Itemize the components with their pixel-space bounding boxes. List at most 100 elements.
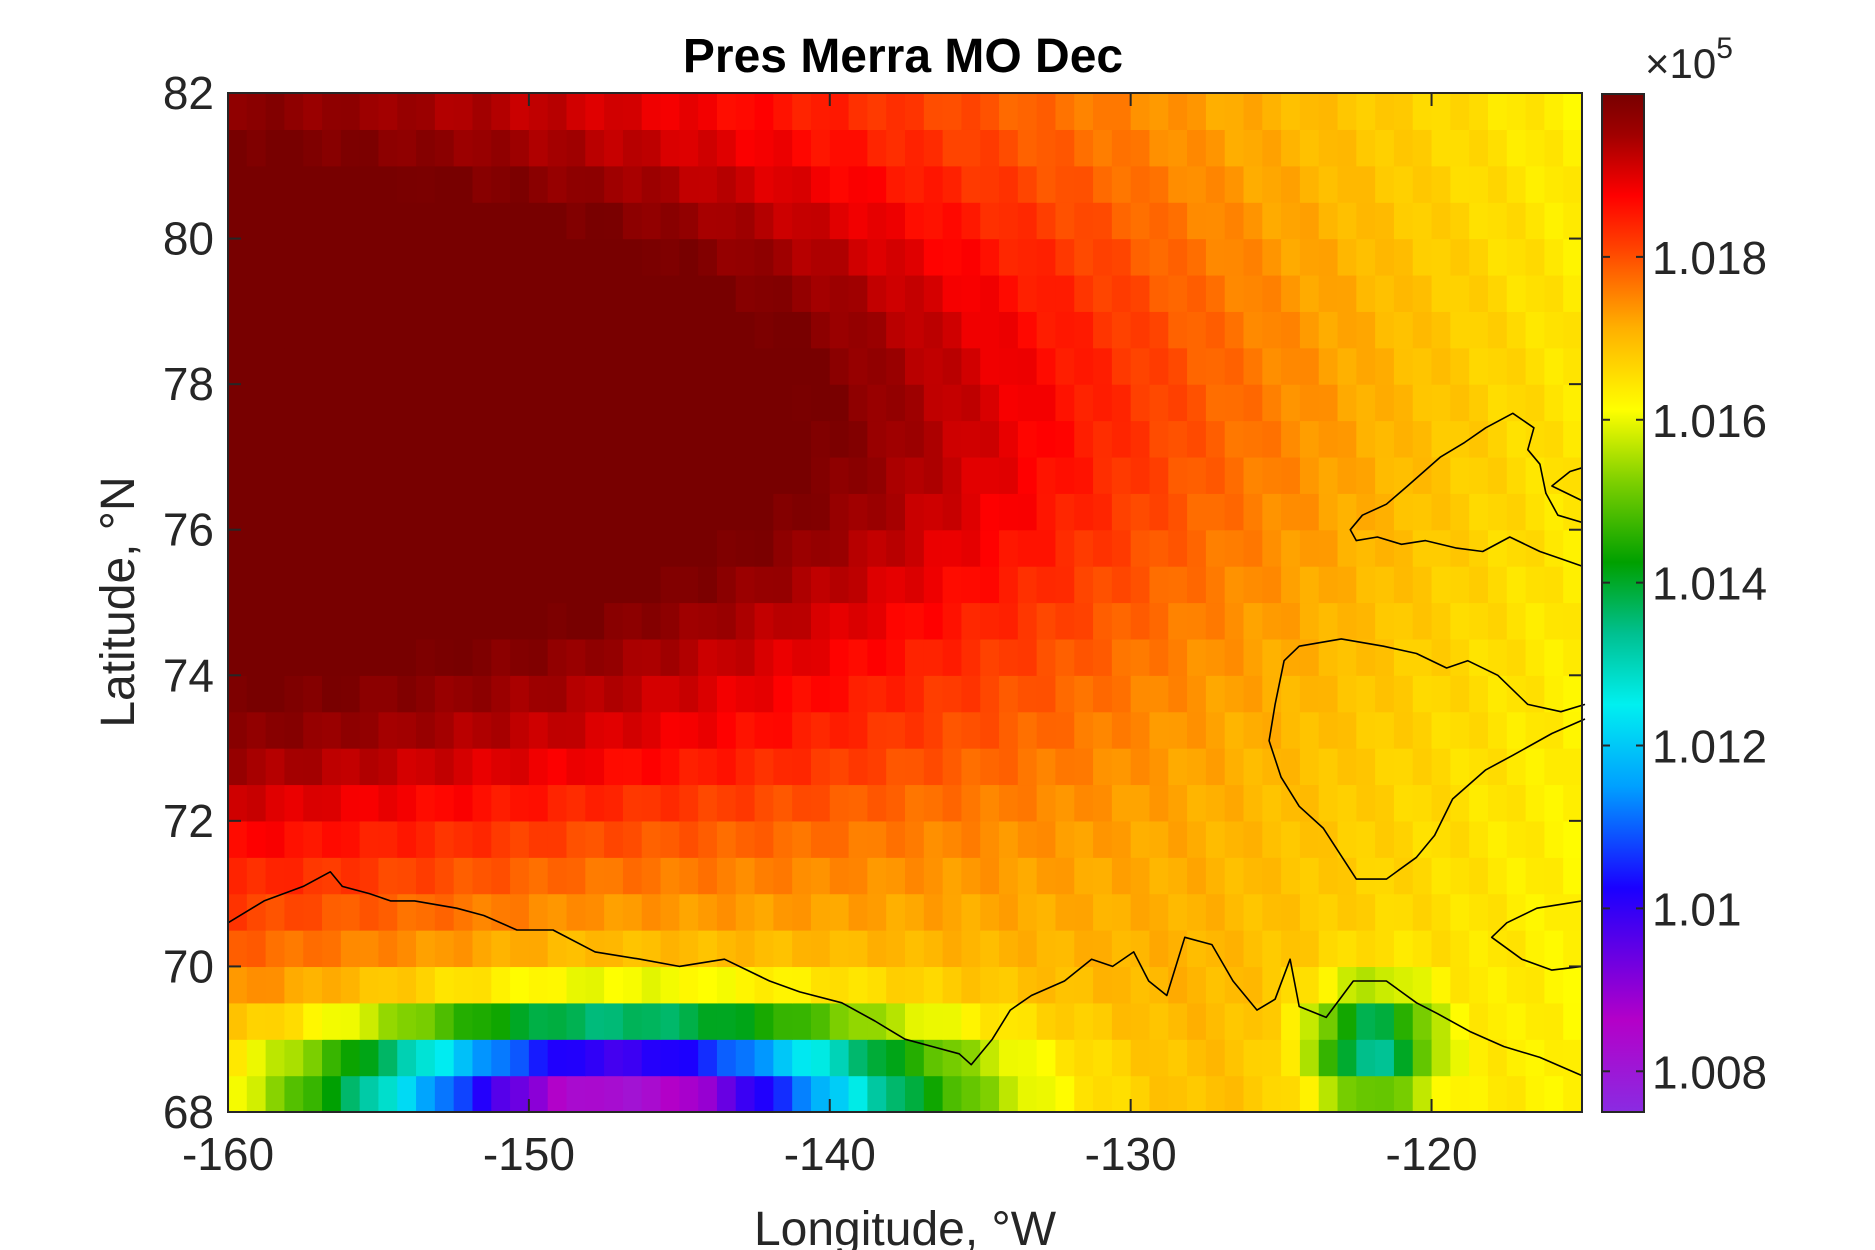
heatmap-cell <box>1525 675 1545 713</box>
heatmap-cell <box>359 1039 380 1077</box>
heatmap-cell <box>1356 165 1376 203</box>
heatmap-cell <box>246 1075 267 1113</box>
heatmap-cell <box>1299 311 1320 349</box>
heatmap-cell <box>1337 602 1357 640</box>
heatmap-cell <box>284 602 304 640</box>
heatmap-cell <box>1055 238 1075 276</box>
heatmap-cell <box>848 456 868 494</box>
heatmap-cell <box>622 420 643 458</box>
heatmap-cell <box>322 1002 342 1040</box>
heatmap-cell <box>416 347 436 385</box>
heatmap-cell <box>1544 1075 1564 1113</box>
heatmap-cell <box>1412 711 1433 749</box>
heatmap-cell <box>754 675 774 713</box>
heatmap-cell <box>1262 311 1282 349</box>
heatmap-cell <box>622 930 643 968</box>
heatmap-cell <box>1563 566 1583 604</box>
heatmap-cell <box>905 638 925 676</box>
heatmap-cell <box>1469 784 1489 822</box>
heatmap-cell <box>1243 930 1263 968</box>
heatmap-cell <box>246 274 267 312</box>
heatmap-cell <box>1393 529 1414 567</box>
heatmap-cell <box>1487 566 1508 604</box>
heatmap-cell <box>754 93 774 130</box>
heatmap-cell <box>528 1002 549 1040</box>
heatmap-cell <box>416 1002 436 1040</box>
heatmap-cell <box>1356 1075 1376 1113</box>
heatmap-cell <box>1093 675 1113 713</box>
heatmap-cell <box>322 93 342 130</box>
heatmap-cell <box>1393 274 1414 312</box>
heatmap-cell <box>942 675 963 713</box>
heatmap-cell <box>886 893 906 931</box>
heatmap-cell <box>1036 238 1057 276</box>
heatmap-cell <box>886 1075 906 1113</box>
heatmap-cell <box>228 238 248 276</box>
heatmap-cell <box>1224 784 1245 822</box>
heatmap-cell <box>453 493 474 531</box>
heatmap-cell <box>1337 748 1357 786</box>
heatmap-cell <box>773 493 793 531</box>
heatmap-cell <box>228 638 248 676</box>
heatmap-cell <box>942 129 963 167</box>
heatmap-cell <box>246 420 267 458</box>
heatmap-cell <box>829 857 850 895</box>
heatmap-cell <box>1337 456 1357 494</box>
heatmap-cell <box>265 857 286 895</box>
heatmap-cell <box>942 311 963 349</box>
heatmap-cell <box>1544 202 1564 240</box>
heatmap-cell <box>716 748 737 786</box>
heatmap-cell <box>1149 566 1169 604</box>
heatmap-cell <box>265 202 286 240</box>
heatmap-cell <box>810 602 831 640</box>
heatmap-cell <box>1036 1039 1057 1077</box>
heatmap-cell <box>754 857 774 895</box>
heatmap-cell <box>284 675 304 713</box>
heatmap-cell <box>716 602 737 640</box>
heatmap-cell <box>1525 1075 1545 1113</box>
heatmap-cell <box>1393 930 1414 968</box>
heatmap-cell <box>867 493 887 531</box>
heatmap-cell <box>265 966 286 1004</box>
heatmap-cell <box>416 966 436 1004</box>
heatmap-cell <box>1375 566 1395 604</box>
heatmap-cell <box>284 274 304 312</box>
heatmap-cell <box>961 347 981 385</box>
heatmap-cell <box>679 347 699 385</box>
heatmap-cell <box>1337 311 1357 349</box>
heatmap-cell <box>980 311 1000 349</box>
heatmap-cell <box>528 347 549 385</box>
heatmap-cell <box>585 93 605 130</box>
heatmap-cell <box>886 1039 906 1077</box>
heatmap-cell <box>1017 529 1038 567</box>
heatmap-cell <box>1318 857 1339 895</box>
heatmap-cell <box>1563 311 1583 349</box>
heatmap-cell <box>735 820 756 858</box>
heatmap-cell <box>961 384 981 422</box>
heatmap-cell <box>792 602 812 640</box>
heatmap-cell <box>1262 202 1282 240</box>
heatmap-cell <box>604 893 624 931</box>
heatmap-cell <box>1168 602 1188 640</box>
heatmap-cell <box>942 165 963 203</box>
heatmap-cell <box>1130 384 1151 422</box>
heatmap-cell <box>716 566 737 604</box>
heatmap-cell <box>1450 820 1470 858</box>
heatmap-cell <box>1487 238 1508 276</box>
x-tick-label: -120 <box>1386 1128 1478 1180</box>
heatmap-cell <box>1243 1039 1263 1077</box>
heatmap-cell <box>604 456 624 494</box>
heatmap-cell <box>886 347 906 385</box>
heatmap-cell <box>754 784 774 822</box>
heatmap-cell <box>810 857 831 895</box>
heatmap-cell <box>1356 493 1376 531</box>
heatmap-cell <box>491 930 511 968</box>
colorbar-tick-label: 1.016 <box>1652 395 1767 447</box>
heatmap-cell <box>1187 202 1207 240</box>
heatmap-cell <box>810 456 831 494</box>
heatmap-cell <box>472 566 492 604</box>
heatmap-cell <box>1111 638 1132 676</box>
heatmap-cell <box>1506 1039 1527 1077</box>
heatmap-cell <box>1563 347 1583 385</box>
heatmap-cell <box>453 311 474 349</box>
